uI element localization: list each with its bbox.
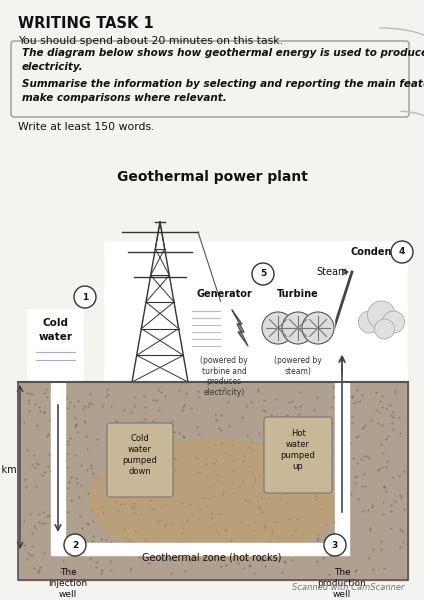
Text: Geothermal power plant: Geothermal power plant (117, 170, 307, 184)
Text: 1: 1 (82, 292, 88, 301)
Circle shape (302, 312, 334, 344)
Bar (18, 382, 408, 580)
Text: make comparisons where relevant.: make comparisons where relevant. (22, 93, 227, 103)
Ellipse shape (90, 440, 340, 560)
Circle shape (282, 312, 314, 344)
Circle shape (64, 534, 86, 556)
Text: 2: 2 (72, 541, 78, 550)
Text: 4.5 km: 4.5 km (0, 465, 17, 475)
Text: electricity.: electricity. (22, 62, 84, 72)
Text: (powered by
turbine and
produces
electricity): (powered by turbine and produces electri… (200, 356, 248, 397)
Circle shape (368, 301, 396, 329)
Text: water: water (39, 332, 73, 342)
Circle shape (252, 263, 274, 285)
Circle shape (359, 311, 380, 333)
Text: The
production
well: The production well (318, 568, 366, 599)
Text: The
injection
well: The injection well (48, 568, 88, 599)
Bar (188, 302, 260, 354)
Bar (18, 382, 408, 580)
Bar (105, 242, 403, 382)
FancyBboxPatch shape (11, 41, 409, 117)
Circle shape (324, 534, 346, 556)
Text: 3: 3 (332, 541, 338, 550)
Bar (28, 310, 83, 382)
Text: Condenser: Condenser (350, 247, 409, 257)
Polygon shape (232, 310, 248, 346)
FancyBboxPatch shape (107, 423, 173, 497)
Circle shape (391, 241, 413, 263)
Circle shape (262, 312, 294, 344)
Text: Hot
water
pumped
up: Hot water pumped up (281, 429, 315, 472)
Text: Generator: Generator (196, 289, 252, 299)
Bar (352, 242, 407, 382)
Text: WRITING TASK 1: WRITING TASK 1 (18, 16, 154, 31)
Text: Scanned with CamScanner: Scanned with CamScanner (293, 583, 405, 592)
Text: Steam: Steam (316, 267, 348, 277)
Text: Geothermal zone (hot rocks): Geothermal zone (hot rocks) (142, 552, 282, 562)
Bar (335, 287, 349, 555)
Bar (18, 182, 408, 382)
Circle shape (374, 319, 394, 339)
Bar (51, 382, 65, 555)
FancyBboxPatch shape (264, 417, 332, 493)
Text: 5: 5 (260, 269, 266, 278)
Text: 4: 4 (399, 247, 405, 257)
Circle shape (382, 311, 404, 333)
Text: You should spend about 20 minutes on this task.: You should spend about 20 minutes on thi… (18, 36, 283, 46)
Text: Summarise the information by selecting and reporting the main features, and: Summarise the information by selecting a… (22, 79, 424, 89)
Text: Cold
water
pumped
down: Cold water pumped down (123, 434, 157, 476)
Bar (58, 543, 328, 555)
Text: (powered by
steam): (powered by steam) (274, 356, 322, 376)
Text: Write at least 150 words.: Write at least 150 words. (18, 122, 154, 132)
Text: Turbine: Turbine (277, 289, 319, 299)
Circle shape (74, 286, 96, 308)
Text: Cold: Cold (42, 318, 69, 328)
Text: The diagram below shows how geothermal energy is used to produce: The diagram below shows how geothermal e… (22, 48, 424, 58)
Bar (262, 302, 334, 354)
